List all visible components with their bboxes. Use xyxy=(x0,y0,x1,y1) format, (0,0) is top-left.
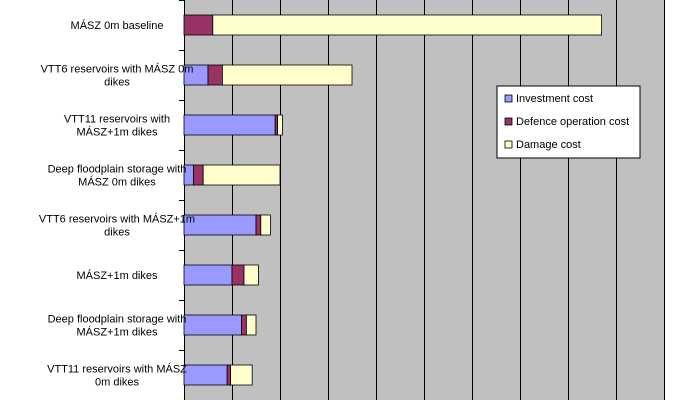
legend-swatch xyxy=(504,140,513,149)
category-label: 0m dikes xyxy=(95,377,140,389)
bar-segment xyxy=(243,264,259,286)
bar-segment xyxy=(193,164,204,186)
bar-segment xyxy=(255,214,262,236)
category-labels: MÁSZ 0m baseline VTT6 reservoirs with MÁS… xyxy=(39,19,195,389)
bar-segment xyxy=(277,114,283,136)
legend-box xyxy=(496,85,641,159)
bar-segment xyxy=(183,114,276,136)
legend-swatch xyxy=(504,94,513,103)
bar-segment xyxy=(183,264,233,286)
category-axis xyxy=(179,0,185,400)
bar-segment xyxy=(212,14,602,36)
bar-segment xyxy=(230,364,253,386)
category-label: MÁSZ 0m dikes xyxy=(78,176,156,189)
bars xyxy=(183,14,602,386)
legend: Investment cost Defence operation cost Dam… xyxy=(496,85,641,159)
category-label: Deep floodplain storage with xyxy=(48,164,187,176)
category-label: Deep floodplain storage with xyxy=(48,314,187,326)
bar-segment xyxy=(202,164,281,186)
category-label: VTT11 reservoirs with xyxy=(64,114,170,126)
bar-segment xyxy=(183,314,242,336)
bar-segment xyxy=(231,264,245,286)
category-label: MÁSZ 0m baseline xyxy=(71,19,164,32)
bar-segment xyxy=(183,14,214,36)
legend-label: Investment cost xyxy=(516,93,593,105)
category-label: VTT11 reservoirs with MÁSZ xyxy=(47,363,187,376)
bar-segment xyxy=(207,64,223,86)
bar-segment xyxy=(226,364,231,386)
category-label: MÁSZ+1m dikes xyxy=(77,126,158,139)
category-label: VTT6 reservoirs with MÁSZ 0m xyxy=(41,63,194,76)
bar-segment xyxy=(221,64,353,86)
legend-label: Damage cost xyxy=(516,139,581,151)
bar-segment xyxy=(183,364,228,386)
category-label: dikes xyxy=(104,227,130,239)
bar-segment xyxy=(241,314,247,336)
category-label: VTT6 reservoirs with MÁSZ+1m xyxy=(39,213,195,226)
bar-segment xyxy=(260,214,271,236)
category-label: dikes xyxy=(104,77,130,89)
bar-segment xyxy=(245,314,257,336)
legend-swatch xyxy=(504,117,513,126)
category-label: MÁSZ+1m dikes xyxy=(77,269,158,282)
legend-label: Defence operation cost xyxy=(516,116,629,128)
category-label: MÁSZ+1m dikes xyxy=(77,326,158,339)
